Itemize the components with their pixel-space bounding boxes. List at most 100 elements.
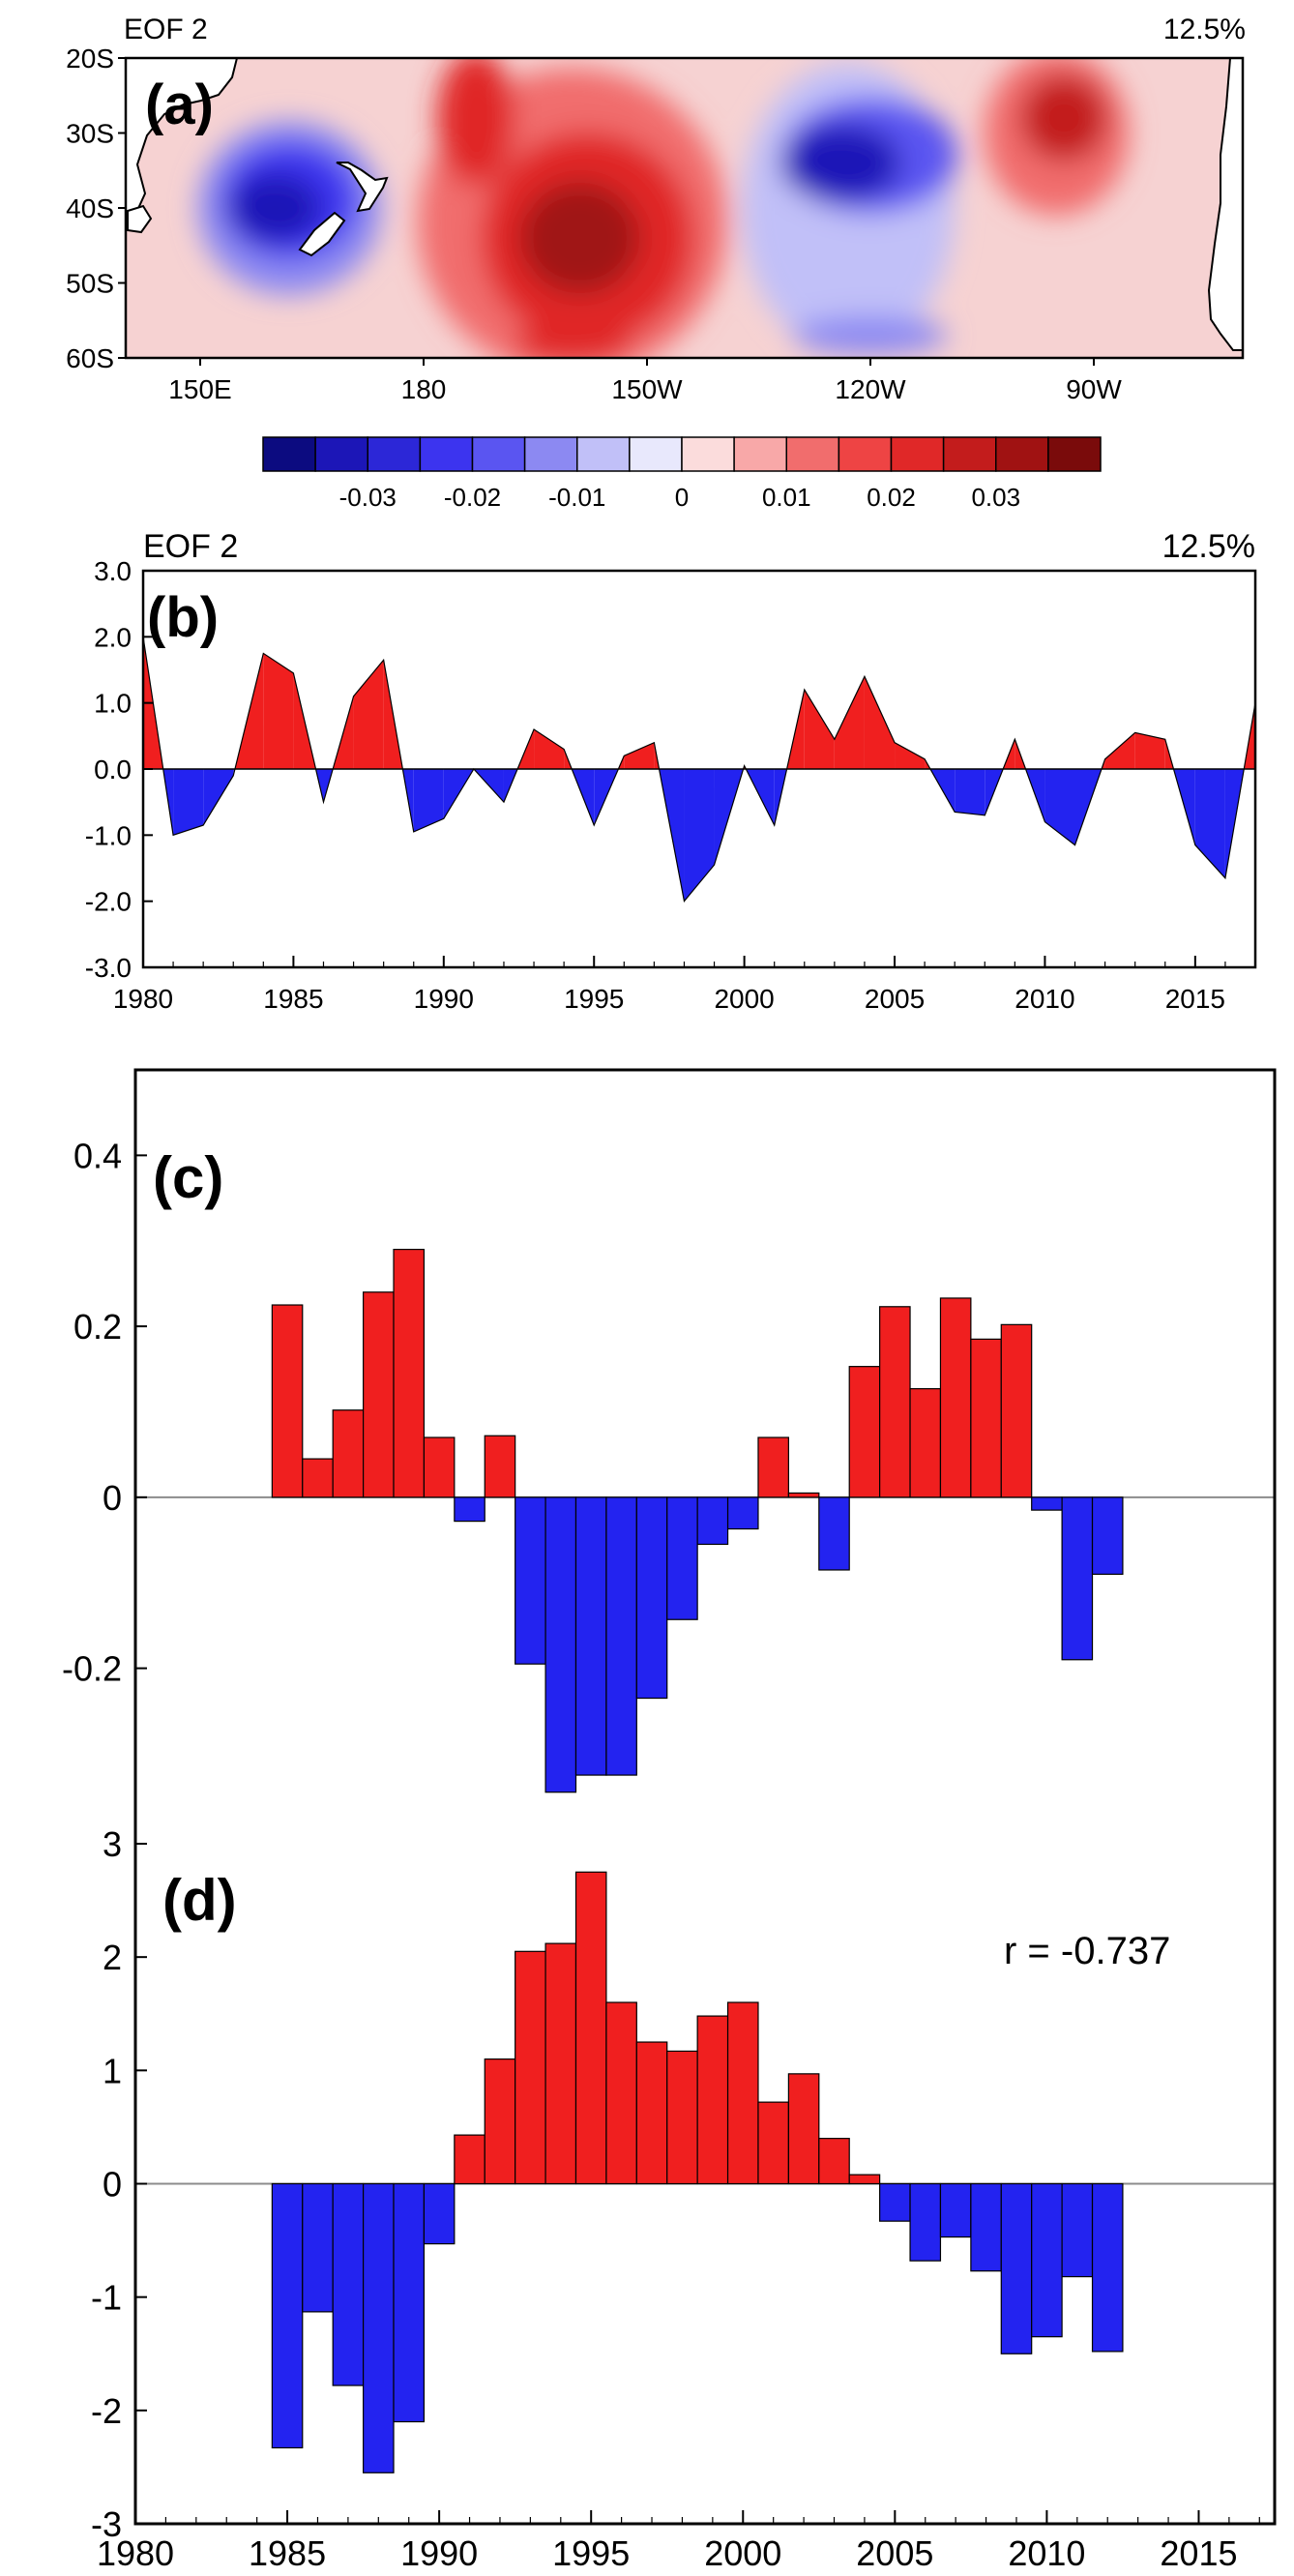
colorbar-label--0.02: -0.02 xyxy=(444,483,501,512)
c-ytick-label-0: 0 xyxy=(103,1478,122,1518)
colorbar-box-0 xyxy=(262,436,316,472)
d-bar-2010 xyxy=(1031,2182,1063,2338)
series-area-2002-0 xyxy=(804,690,835,769)
c-bar-2009 xyxy=(1000,1323,1033,1498)
d-bar-1999 xyxy=(696,2015,729,2185)
c-bar-1996 xyxy=(605,1496,637,1776)
map-longitude-axis: 150E 180 150W 120W 90W xyxy=(168,358,1122,404)
d-xtick-label-1995: 1995 xyxy=(552,2533,630,2573)
series-area-2012-0 xyxy=(1104,732,1135,769)
c-bar-2012 xyxy=(1091,1496,1124,1575)
panel-c-bars xyxy=(135,1248,1275,1793)
d-bar-1990 xyxy=(423,2182,456,2245)
lon-label-120W: 120W xyxy=(835,374,906,404)
panel-b-variance: 12.5% xyxy=(1162,528,1255,565)
c-bar-2011 xyxy=(1061,1496,1094,1661)
panel-a-label: (a) xyxy=(145,74,214,136)
d-bar-2003 xyxy=(818,2138,850,2185)
series-area-1993-0 xyxy=(534,729,565,769)
pattern-contour-11 xyxy=(1020,74,1108,162)
series-area-2007-0 xyxy=(955,769,985,815)
c-bar-1991 xyxy=(454,1496,485,1523)
colorbar-box-1 xyxy=(314,436,368,472)
d-bar-2002 xyxy=(787,2073,820,2185)
d-bar-1992 xyxy=(484,2058,516,2185)
lon-label-90W: 90W xyxy=(1066,374,1122,404)
d-ytick-label-2: 2 xyxy=(103,1938,122,1977)
c-bar-1988 xyxy=(363,1291,395,1498)
eof-pattern-field xyxy=(126,58,1243,358)
d-ytick-label--3: -3 xyxy=(91,2504,122,2544)
d-bar-1993 xyxy=(515,1950,546,2185)
series-area-2004-0 xyxy=(864,676,896,769)
pattern-contour-6 xyxy=(436,58,515,186)
d-bar-1995 xyxy=(574,1871,607,2185)
d-bar-2012 xyxy=(1091,2182,1124,2353)
d-ytick-label-1: 1 xyxy=(103,2051,122,2090)
d-bar-2009 xyxy=(1000,2182,1033,2354)
panel-a-title: EOF 2 xyxy=(124,14,208,45)
colorbar-label-0.01: 0.01 xyxy=(762,483,811,512)
b-xtick-label-1980: 1980 xyxy=(113,984,173,1014)
colorbar-label-0.03: 0.03 xyxy=(971,483,1020,512)
c-ytick-label-0.4: 0.4 xyxy=(74,1136,122,1175)
panel-c-label: (c) xyxy=(153,1145,223,1210)
d-bar-1987 xyxy=(332,2182,365,2386)
c-bar-1998 xyxy=(666,1496,698,1620)
colorbar-box-6 xyxy=(576,436,631,472)
c-bar-2000 xyxy=(726,1496,759,1530)
c-bar-1997 xyxy=(635,1496,668,1700)
d-ytick-label--2: -2 xyxy=(91,2391,122,2431)
d-bar-1996 xyxy=(605,2001,637,2185)
lon-label-180: 180 xyxy=(401,374,447,404)
c-bar-1993 xyxy=(515,1496,546,1665)
d-ytick-label--1: -1 xyxy=(91,2278,122,2318)
lon-label-150E: 150E xyxy=(168,374,231,404)
lon-label-150W: 150W xyxy=(611,374,683,404)
b-xtick-label-1990: 1990 xyxy=(414,984,474,1014)
d-ytick-label-3: 3 xyxy=(103,1824,122,1864)
d-bar-1997 xyxy=(635,2041,668,2185)
colorbar-box-5 xyxy=(523,436,578,472)
colorbar-box-2 xyxy=(367,436,422,472)
b-xtick-label-2010: 2010 xyxy=(1015,984,1074,1014)
d-bar-1988 xyxy=(363,2182,395,2473)
c-bar-1985 xyxy=(271,1304,304,1498)
colorbar-box-13 xyxy=(942,436,997,472)
colorbar-box-7 xyxy=(629,436,683,472)
b-ytick-label-1.0: 1.0 xyxy=(94,689,132,719)
pattern-contour-5 xyxy=(519,182,640,294)
c-ytick-label-0.2: 0.2 xyxy=(74,1307,122,1347)
d-xtick-label-2015: 2015 xyxy=(1160,2533,1237,2573)
series-area-1981-0 xyxy=(173,769,204,836)
series-line xyxy=(142,637,1256,903)
pattern-contour-12 xyxy=(793,315,948,355)
new-zealand-landmass xyxy=(298,162,389,257)
lat-label-50S: 50S xyxy=(66,269,114,299)
b-ytick-label--3.0: -3.0 xyxy=(85,953,132,983)
d-xtick-label-1985: 1985 xyxy=(249,2533,326,2573)
c-bar-1990 xyxy=(423,1436,456,1498)
c-bar-2004 xyxy=(848,1366,881,1498)
d-bar-2001 xyxy=(757,2101,789,2185)
colorbar-box-3 xyxy=(419,436,474,472)
lat-label-30S: 30S xyxy=(66,119,114,149)
pattern-contour-13 xyxy=(515,323,631,358)
d-xtick-label-2000: 2000 xyxy=(704,2533,781,2573)
colorbar-label--0.03: -0.03 xyxy=(339,483,397,512)
south-america-landmass xyxy=(1207,58,1243,351)
c-bar-2006 xyxy=(909,1388,942,1498)
lat-label-60S: 60S xyxy=(66,343,114,373)
c-bar-2005 xyxy=(879,1306,911,1498)
colorbar-box-8 xyxy=(681,436,735,472)
d-bar-2004 xyxy=(848,2174,881,2185)
d-bar-2007 xyxy=(939,2182,972,2238)
d-xtick-label-1980: 1980 xyxy=(97,2533,174,2573)
b-xtick-label-2005: 2005 xyxy=(865,984,925,1014)
c-bar-1999 xyxy=(696,1496,729,1546)
d-bar-1991 xyxy=(454,2134,485,2185)
b-ytick-label-3.0: 3.0 xyxy=(94,556,132,586)
d-xtick-label-2005: 2005 xyxy=(856,2533,933,2573)
